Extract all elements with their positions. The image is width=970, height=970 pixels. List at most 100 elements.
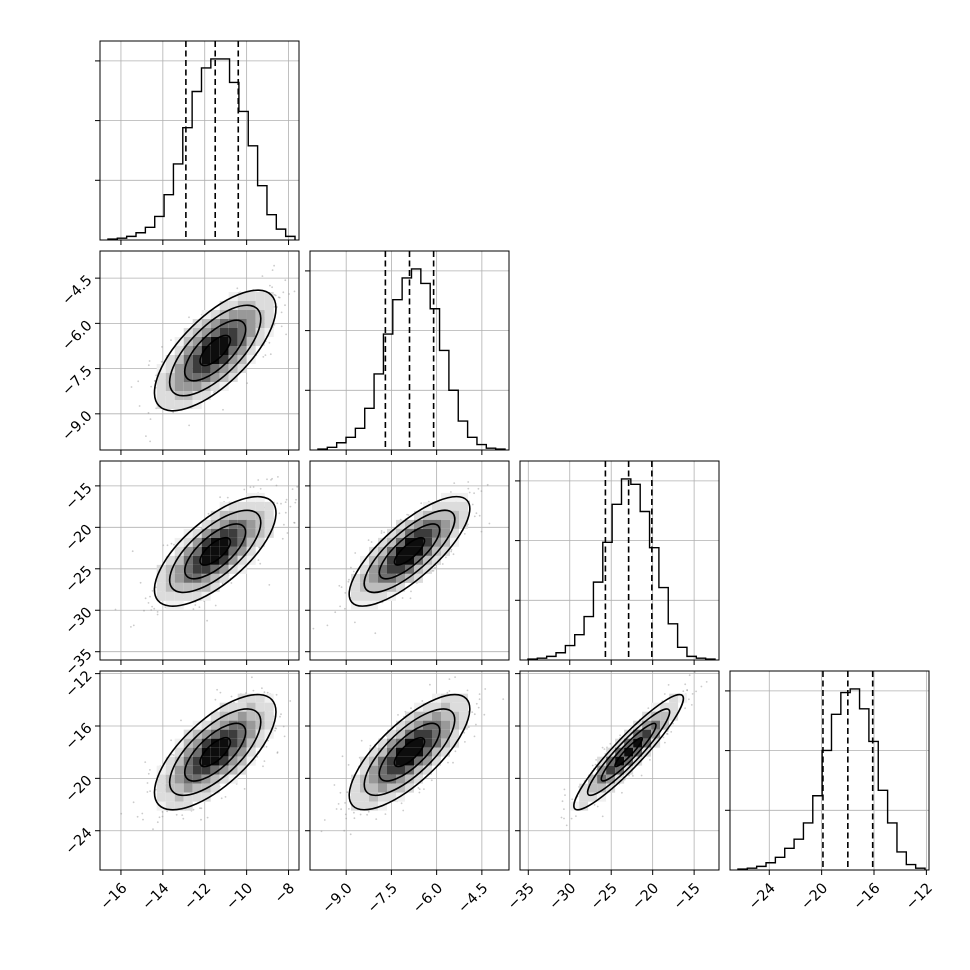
scatter-point xyxy=(132,801,135,804)
scatter-point xyxy=(269,284,271,287)
density-cell xyxy=(255,738,265,748)
density-cell xyxy=(174,355,184,364)
density-cell xyxy=(219,747,229,757)
density-cell xyxy=(183,573,193,583)
scatter-point xyxy=(667,684,670,686)
density-cell xyxy=(219,328,229,337)
panel-frame xyxy=(99,670,300,871)
y-tick-label: −15 xyxy=(63,480,96,513)
density-cell xyxy=(192,364,202,373)
density-cell xyxy=(237,528,247,538)
scatter-point xyxy=(243,788,246,790)
scatter-point xyxy=(666,733,669,735)
scatter-point xyxy=(147,772,150,775)
density-cell xyxy=(369,783,378,793)
density-cell xyxy=(255,501,265,511)
density-cell xyxy=(228,747,238,757)
scatter-point xyxy=(601,746,604,749)
density-cell xyxy=(369,546,378,556)
scatter-point xyxy=(662,736,665,739)
density-cell xyxy=(192,582,202,592)
density-cell xyxy=(414,756,423,766)
density-cell xyxy=(633,738,643,748)
density-cell xyxy=(246,729,256,739)
scatter-point xyxy=(216,688,219,691)
density-cell xyxy=(183,400,193,409)
density-cell xyxy=(378,564,387,574)
scatter-point xyxy=(280,311,283,314)
scatter-point xyxy=(144,761,147,763)
scatter-point xyxy=(162,544,165,547)
contour-3 xyxy=(363,708,456,797)
density-cell xyxy=(624,729,634,739)
density-cell xyxy=(228,510,238,520)
density-cell xyxy=(237,328,247,337)
density-cell xyxy=(396,747,405,757)
density-cell xyxy=(624,738,634,748)
density-cell xyxy=(396,765,405,775)
scatter-point xyxy=(348,578,350,581)
scatter-point xyxy=(322,232,324,234)
scatter-point xyxy=(375,818,378,820)
scatter-point xyxy=(280,325,283,328)
scatter-point xyxy=(143,609,145,612)
scatter-point xyxy=(495,661,497,663)
density-cell xyxy=(651,729,661,739)
density-cell xyxy=(219,729,229,739)
scatter-point xyxy=(594,763,597,766)
density-cell xyxy=(633,756,643,766)
scatter-point xyxy=(591,764,594,767)
density-cell xyxy=(255,492,265,502)
scatter-point xyxy=(155,788,157,791)
density-cell xyxy=(651,711,661,721)
scatter-point xyxy=(293,521,295,524)
density-cell xyxy=(414,537,423,547)
scatter-point xyxy=(150,385,153,388)
density-cell xyxy=(201,765,211,775)
scatter-point xyxy=(619,734,621,737)
density-cell xyxy=(156,573,166,583)
scatter-point xyxy=(291,488,294,490)
density-cell xyxy=(174,801,184,811)
scatter-point xyxy=(149,595,151,598)
density-cell xyxy=(210,382,220,391)
scatter-point xyxy=(288,293,290,295)
density-cell xyxy=(210,328,220,337)
panel-background xyxy=(100,41,299,240)
scatter-point xyxy=(339,791,342,794)
scatter-point xyxy=(180,719,182,722)
density-cell xyxy=(219,573,229,583)
scatter-point xyxy=(570,817,573,820)
density-cell xyxy=(210,319,220,328)
y-tick-label: −7.5 xyxy=(59,363,95,399)
density-cell xyxy=(201,319,211,328)
density-cell xyxy=(441,702,450,712)
density-cell xyxy=(237,711,247,721)
scatter-point xyxy=(409,597,412,600)
histogram-step xyxy=(737,688,926,870)
density-cell xyxy=(459,501,468,511)
density-cell xyxy=(246,337,256,346)
density-cell xyxy=(396,774,405,784)
scatter-point xyxy=(475,702,478,705)
scatter-point xyxy=(156,611,159,613)
x-tick-label: −9.0 xyxy=(320,880,356,916)
density-cell xyxy=(360,564,369,574)
density-cell xyxy=(432,711,441,721)
scatter-point xyxy=(188,316,190,319)
density-cell xyxy=(264,319,274,328)
scatter-point xyxy=(284,501,287,503)
density-cell xyxy=(237,501,247,511)
scatter-point xyxy=(158,816,161,819)
y-tick-label: −20 xyxy=(63,773,96,806)
scatter-point xyxy=(219,691,222,694)
scatter-point xyxy=(341,755,344,758)
density-cell xyxy=(246,720,256,730)
density-cell xyxy=(192,528,202,538)
density-cell xyxy=(219,537,229,547)
density-cell xyxy=(192,319,202,328)
density-cell xyxy=(228,328,238,337)
density-cell xyxy=(219,301,229,310)
density-cell xyxy=(165,391,175,400)
scatter-point xyxy=(114,608,117,611)
